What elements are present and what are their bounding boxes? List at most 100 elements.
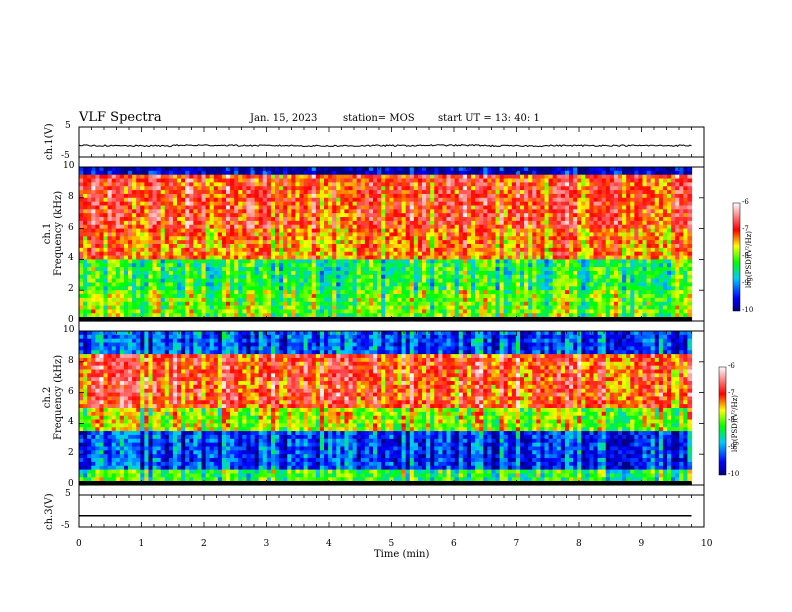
spectrogram-cell <box>168 170 174 176</box>
spectrogram-cell <box>434 178 439 183</box>
spectrogram-cell <box>475 209 480 214</box>
spectrogram-cell <box>160 294 166 299</box>
spectrogram-cell <box>356 232 362 237</box>
spectrogram-cell <box>381 286 386 291</box>
spectrogram-cell <box>79 274 84 280</box>
spectrogram-cell <box>144 267 150 272</box>
spectrogram-cell <box>148 190 154 195</box>
spectrogram-cell <box>164 255 170 260</box>
spectrogram-cell <box>234 201 239 207</box>
spectrogram-cell <box>524 167 529 172</box>
spectrogram-cell <box>172 197 178 203</box>
spectrogram-cell <box>275 267 280 272</box>
spectrogram-cell <box>352 224 358 230</box>
spectrogram-cell <box>234 267 239 272</box>
spectrogram-cell <box>299 286 305 291</box>
spectrogram-cell <box>552 178 558 183</box>
spectrogram-cell <box>132 274 137 280</box>
spectrogram-cell <box>360 244 366 249</box>
spectrogram-cell <box>495 174 501 180</box>
spectrogram-cell <box>119 259 125 264</box>
spectrogram-cell <box>515 232 521 237</box>
spectrogram-cell <box>91 224 96 230</box>
spectrogram-cell <box>679 274 684 280</box>
spectrogram-cell <box>658 290 664 295</box>
spectrogram-cell <box>275 232 280 237</box>
spectrogram-cell <box>646 209 652 214</box>
spectrogram-cell <box>336 278 341 284</box>
spectrogram-cell <box>197 217 203 222</box>
spectrogram-cell <box>511 170 517 176</box>
spectrogram-cell <box>111 236 117 241</box>
spectrogram-cell <box>667 220 672 226</box>
spectrogram-cell <box>181 213 186 218</box>
spectrogram-cell <box>520 213 525 218</box>
spectrogram-cell <box>246 213 252 218</box>
spectrogram-cell <box>654 220 660 226</box>
spectrogram-cell <box>275 170 280 176</box>
spectrogram-cell <box>246 220 252 226</box>
spectrogram-cell <box>319 278 325 284</box>
spectrogram-cell <box>499 270 505 276</box>
spectrogram-cell <box>332 217 337 222</box>
spectrogram-cell <box>283 217 288 222</box>
spectrogram-cell <box>422 270 427 276</box>
spectrogram-cell <box>634 193 640 199</box>
spectrogram-cell <box>107 267 113 272</box>
spectrogram-cell <box>270 190 276 195</box>
spectrogram-cell <box>515 286 521 291</box>
spectrogram-cell <box>160 190 166 195</box>
spectrogram-cell <box>213 294 219 299</box>
spectrogram-cell <box>552 251 558 257</box>
spectrogram-cell <box>230 232 235 237</box>
spectrogram-cell <box>332 274 337 280</box>
spectrogram-cell <box>270 193 276 199</box>
spectrogram-cell <box>360 193 366 199</box>
spectrogram-cell <box>577 278 582 284</box>
spectrogram-cell <box>119 267 125 272</box>
spectrogram-cell <box>250 263 256 268</box>
spectrogram-cell <box>389 278 395 284</box>
spectrogram-cell <box>540 209 546 214</box>
spectrogram-cell <box>373 167 378 172</box>
spectrogram-cell <box>291 255 297 260</box>
spectrogram-cell <box>381 170 386 176</box>
spectrogram-cell <box>405 286 411 291</box>
spectrogram-cell <box>487 236 493 241</box>
spectrogram-cell <box>585 201 591 207</box>
spectrogram-cell <box>119 282 125 287</box>
spectrogram-cell <box>152 209 158 214</box>
spectrogram-cell <box>368 282 374 287</box>
spectrogram-cell <box>250 167 256 172</box>
spectrogram-cell <box>189 263 194 268</box>
spectrogram-cell <box>79 186 84 191</box>
spectrogram-cell <box>634 220 640 226</box>
spectrogram-cell <box>250 255 256 260</box>
spectrogram-cell <box>193 270 199 276</box>
spectrogram-cell <box>532 220 537 226</box>
spectrogram-cell <box>307 193 313 199</box>
spectrogram-cell <box>181 224 186 230</box>
spectrogram-cell <box>234 290 239 295</box>
spectrogram-cell <box>613 201 619 207</box>
spectrogram-cell <box>532 178 537 183</box>
spectrogram-cell <box>352 170 358 176</box>
spectrogram-cell <box>430 186 435 191</box>
spectrogram-cell <box>646 290 652 295</box>
spectrogram-cell <box>548 209 554 214</box>
spectrogram-cell <box>446 193 452 199</box>
spectrogram-cell <box>156 178 162 183</box>
spectrogram-cell <box>185 186 190 191</box>
spectrogram-cell <box>662 247 668 253</box>
spectrogram-cell <box>605 274 611 280</box>
spectrogram-cell <box>515 182 521 187</box>
spectrogram-cell <box>499 213 505 218</box>
spectrogram-cell <box>385 244 390 249</box>
spectrogram-cell <box>552 213 558 218</box>
spectrogram-cell <box>275 274 280 280</box>
spectrogram-cell <box>119 232 125 237</box>
spectrogram-cell <box>479 174 484 180</box>
spectrogram-cell <box>483 282 488 287</box>
spectrogram-cell <box>528 224 533 230</box>
spectrogram-cell <box>213 167 219 172</box>
